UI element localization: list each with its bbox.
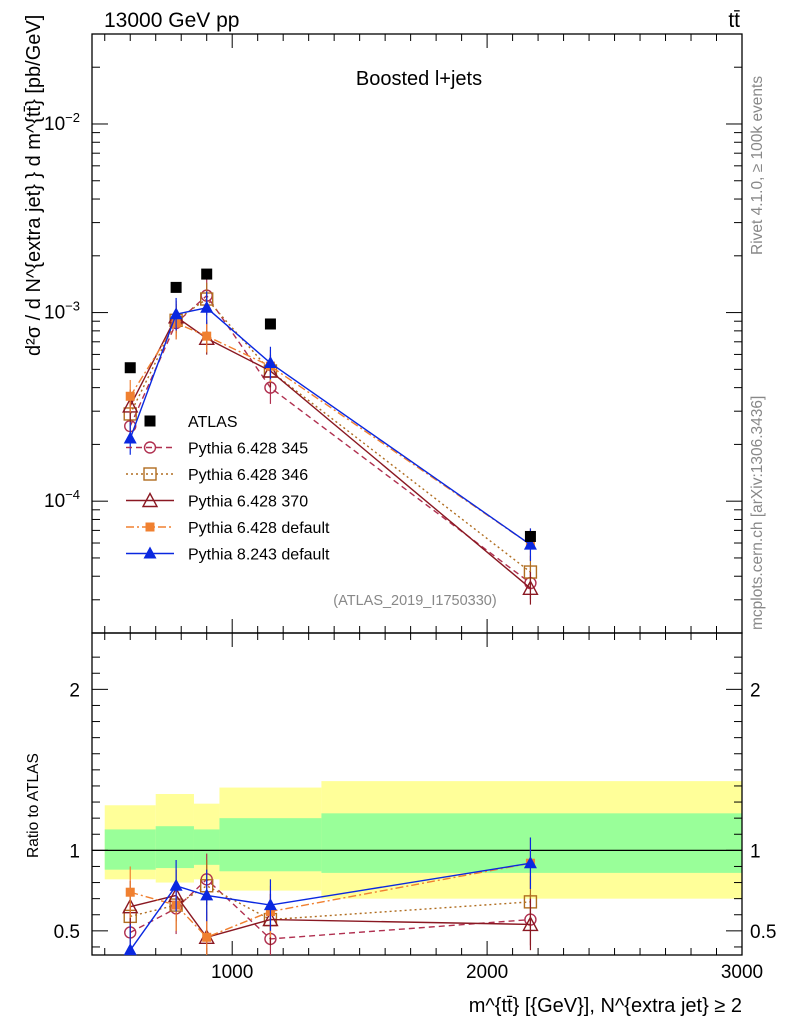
series-1-line bbox=[129, 294, 531, 584]
series-4-ratio-point bbox=[202, 932, 212, 942]
legend-marker bbox=[145, 522, 155, 532]
series-3-ratio-line bbox=[130, 894, 531, 939]
rivet-version-label: Rivet 4.1.0, ≥ 100k events bbox=[749, 76, 766, 255]
series-lines bbox=[122, 279, 539, 956]
series-5-point bbox=[263, 356, 277, 369]
series-5-ratio-point bbox=[169, 878, 183, 891]
ratio-band-green bbox=[104, 829, 156, 870]
legend-marker bbox=[143, 441, 157, 454]
x-axis-label: m^{tt̄} [{GeV}], N^{extra jet} ≥ 2 bbox=[469, 995, 742, 1017]
legend-label: Pythia 6.428 370 bbox=[188, 494, 308, 511]
legend-label: Pythia 8.243 default bbox=[188, 547, 330, 564]
series-5-ratio-point bbox=[123, 943, 137, 956]
legend-atlas-label: ATLAS bbox=[188, 414, 238, 431]
ratio-tick-label-right: 2 bbox=[750, 680, 761, 701]
series-3-point bbox=[522, 579, 539, 596]
main-plot-frame bbox=[91, 33, 743, 634]
series-5-point bbox=[523, 537, 537, 550]
series-4-line bbox=[129, 322, 531, 546]
atlas-point bbox=[124, 362, 136, 374]
ratio-plot-frame bbox=[91, 632, 743, 956]
x-tick-label: 1000 bbox=[211, 962, 253, 983]
x-tick-label: 2000 bbox=[466, 962, 508, 983]
ratio-tick-label: 0.5 bbox=[54, 922, 80, 943]
y-tick-label: 10−2 bbox=[44, 110, 80, 135]
series-5-point bbox=[123, 431, 137, 444]
x-tick-label: 3000 bbox=[721, 962, 763, 983]
axis-ticks: 1000 2000 3000 10−4 10−3 10−2 0.5 0.5 1 1 2 2 bbox=[44, 33, 776, 983]
mcplots-label: mcplots.cern.ch [arXiv:1306.3436] bbox=[749, 396, 766, 630]
legend-atlas-marker bbox=[144, 415, 156, 427]
series-4-ratio-point bbox=[125, 887, 135, 897]
y-axis-label: d²σ / d N^{extra jet} } d m^{tt̄} [pb/Ge… bbox=[23, 15, 45, 356]
series-2-ratio-line bbox=[130, 884, 531, 921]
legend-marker bbox=[143, 546, 157, 559]
chart-title: Boosted l+jets bbox=[356, 68, 482, 90]
series-4-point bbox=[202, 331, 212, 341]
legend-label: Pythia 6.428 345 bbox=[188, 441, 308, 458]
header-process-label: tt̄ bbox=[728, 9, 740, 32]
ratio-band-green bbox=[219, 818, 322, 872]
series-5-ratio-point bbox=[523, 856, 537, 869]
atlas-point bbox=[524, 530, 536, 542]
ratio-tick-label-right: 0.5 bbox=[750, 922, 776, 943]
atlas-point bbox=[170, 281, 182, 293]
header-energy-label: 13000 GeV pp bbox=[104, 9, 239, 32]
legend-marker bbox=[141, 492, 159, 508]
atlas-point bbox=[201, 268, 213, 280]
y-tick-label: 10−3 bbox=[44, 299, 80, 324]
y-tick-label: 10−4 bbox=[44, 487, 80, 512]
legend-marker bbox=[143, 467, 157, 481]
series-3-ratio-point bbox=[522, 915, 539, 932]
legend-label: Pythia 6.428 346 bbox=[188, 467, 308, 484]
series-5-point bbox=[200, 300, 214, 313]
series-5-ratio-point bbox=[200, 888, 214, 901]
ratio-tick-label-right: 1 bbox=[750, 841, 761, 862]
legend: ATLAS Pythia 6.428 345 Pythia 6.428 346 Pyt… bbox=[126, 414, 330, 564]
ratio-tick-label: 1 bbox=[69, 841, 80, 862]
atlas-point bbox=[264, 318, 276, 330]
series-5-ratio-point bbox=[263, 898, 277, 911]
legend-label: Pythia 6.428 default bbox=[188, 520, 330, 537]
atlas-data-points bbox=[124, 268, 536, 542]
ratio-band-green bbox=[155, 826, 194, 869]
analysis-watermark: (ATLAS_2019_I1750330) bbox=[333, 593, 496, 609]
ratio-tick-label: 2 bbox=[69, 680, 80, 701]
series-4-point bbox=[125, 391, 135, 401]
ratio-y-axis-label: Ratio to ATLAS bbox=[25, 753, 42, 858]
series-5-point bbox=[169, 307, 183, 320]
plot-frames bbox=[91, 33, 743, 956]
